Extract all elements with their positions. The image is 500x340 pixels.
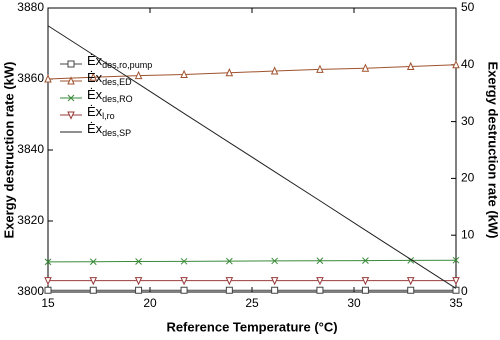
- y-tick-label: 3800: [17, 284, 44, 298]
- legend-subscript: l,ro: [102, 111, 115, 121]
- marker: [406, 61, 415, 71]
- legend-subscript: des,SP: [102, 128, 131, 138]
- marker: [271, 286, 279, 294]
- legend-marker: [67, 111, 75, 120]
- series-line: [47, 259, 457, 263]
- marker: [180, 69, 188, 78]
- marker: [270, 277, 279, 286]
- x-tick-label: 30: [347, 296, 361, 310]
- marker: [135, 258, 142, 265]
- legend-name: Ėx: [87, 104, 103, 119]
- marker: [362, 257, 369, 264]
- marker: [316, 277, 324, 286]
- marker: [44, 286, 52, 294]
- marker: [361, 63, 370, 72]
- marker: [180, 286, 188, 294]
- marker: [180, 277, 188, 286]
- marker: [89, 258, 97, 266]
- legend-label: Ėxdes,RO: [87, 87, 133, 104]
- marker: [89, 72, 98, 81]
- series-line: [47, 64, 457, 80]
- marker: [361, 277, 370, 286]
- y2-axis-title: Exergy destruction rate (kW): [486, 62, 500, 239]
- y2-tick-label: 10: [461, 227, 475, 241]
- marker: [135, 286, 143, 294]
- marker: [225, 277, 234, 286]
- y2-tick-label: 30: [461, 114, 475, 128]
- legend-subscript: des,ED: [102, 77, 132, 87]
- legend-name: Ėx: [87, 121, 103, 136]
- legend-label: Ėxdes,ED: [87, 70, 132, 87]
- marker: [44, 74, 52, 83]
- marker: [452, 286, 460, 294]
- marker: [134, 277, 143, 286]
- marker: [180, 257, 188, 265]
- legend-marker: [67, 76, 75, 85]
- marker: [452, 277, 460, 286]
- marker: [452, 60, 460, 69]
- y-axis-title: Exergy destruction rate (kW): [1, 62, 16, 239]
- legend-marker: [67, 60, 75, 68]
- marker: [225, 68, 234, 77]
- y-tick-label: 3820: [17, 213, 44, 227]
- marker: [134, 70, 143, 80]
- legend-marker: [67, 94, 75, 102]
- x-tick-label: 25: [245, 296, 259, 310]
- y-tick-label: 3840: [17, 142, 44, 156]
- marker: [44, 258, 52, 266]
- legend-label: Ėxdes,SP: [87, 121, 131, 138]
- y2-tick-label: 50: [461, 0, 475, 14]
- marker: [406, 277, 415, 286]
- legend-name: Ėx: [87, 53, 103, 68]
- x-tick-label: 35: [449, 296, 463, 310]
- legend-subscript: des,ro,pump: [102, 60, 152, 70]
- marker: [44, 277, 52, 286]
- legend-name: Ėx: [87, 70, 103, 85]
- x-tick-label: 20: [143, 296, 157, 310]
- legend-label: Ėxl,ro: [87, 104, 115, 121]
- marker: [316, 64, 324, 73]
- marker: [452, 256, 460, 264]
- marker: [226, 257, 233, 265]
- y2-tick-label: 40: [461, 57, 475, 71]
- y2-tick-label: 20: [461, 171, 475, 185]
- marker: [89, 277, 98, 286]
- y2-tick-label: 0: [461, 284, 468, 298]
- legend-name: Ėx: [87, 87, 103, 102]
- marker: [225, 286, 233, 294]
- legend-label: Ėxdes,ro,pump: [87, 53, 152, 70]
- marker: [316, 257, 324, 265]
- marker: [361, 286, 369, 294]
- series-line: [47, 25, 457, 289]
- marker: [89, 286, 97, 294]
- x-tick-label: 15: [41, 296, 55, 310]
- marker: [271, 257, 278, 265]
- legend-subscript: des,RO: [102, 94, 133, 104]
- y-tick-label: 3860: [17, 71, 44, 85]
- x-axis-title: Reference Temperature (°C): [166, 319, 337, 334]
- marker: [270, 66, 279, 75]
- y-tick-label: 3880: [17, 0, 44, 14]
- marker: [407, 286, 415, 294]
- marker: [316, 286, 324, 294]
